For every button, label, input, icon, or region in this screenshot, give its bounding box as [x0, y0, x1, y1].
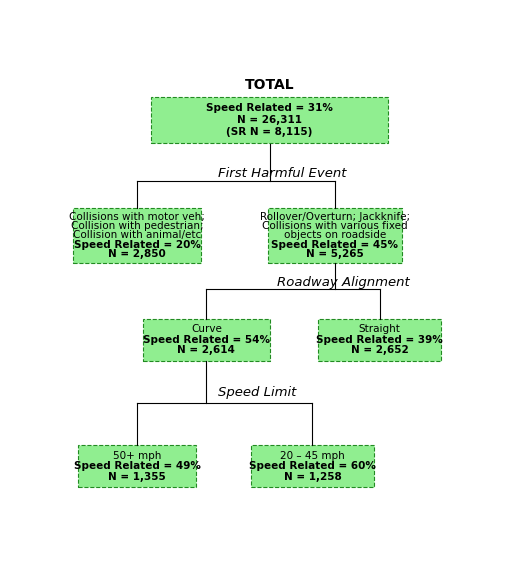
Text: N = 26,311: N = 26,311 — [237, 115, 302, 125]
Text: 20 – 45 mph: 20 – 45 mph — [280, 450, 345, 461]
Text: N = 2,850: N = 2,850 — [108, 249, 166, 259]
Text: Collisions with various fixed: Collisions with various fixed — [262, 221, 408, 231]
Text: Curve: Curve — [191, 324, 222, 334]
FancyBboxPatch shape — [143, 319, 270, 361]
Text: TOTAL: TOTAL — [245, 78, 295, 92]
Text: Speed Related = 45%: Speed Related = 45% — [271, 240, 398, 249]
FancyBboxPatch shape — [251, 445, 373, 487]
Text: First Harmful Event: First Harmful Event — [218, 167, 346, 180]
Text: N = 1,258: N = 1,258 — [284, 472, 341, 482]
Text: Collision with animal/etc: Collision with animal/etc — [73, 230, 201, 240]
Text: Speed Related = 20%: Speed Related = 20% — [74, 240, 200, 249]
Text: Straight: Straight — [359, 324, 401, 334]
Text: N = 5,265: N = 5,265 — [306, 249, 363, 259]
Text: N = 1,355: N = 1,355 — [108, 472, 166, 482]
Text: Collisions with motor veh;: Collisions with motor veh; — [69, 212, 205, 222]
Text: Speed Limit: Speed Limit — [218, 385, 297, 399]
Text: 50+ mph: 50+ mph — [113, 450, 161, 461]
Text: N = 2,614: N = 2,614 — [177, 345, 235, 355]
FancyBboxPatch shape — [151, 97, 388, 143]
FancyBboxPatch shape — [268, 208, 402, 263]
Text: (SR N = 8,115): (SR N = 8,115) — [226, 127, 313, 137]
Text: Speed Related = 54%: Speed Related = 54% — [143, 335, 270, 344]
Text: N = 2,652: N = 2,652 — [351, 345, 409, 355]
Text: Speed Related = 39%: Speed Related = 39% — [316, 335, 443, 344]
Text: Speed Related = 49%: Speed Related = 49% — [74, 461, 200, 471]
Text: Collision with pedestrian;: Collision with pedestrian; — [71, 221, 204, 231]
Text: Rollover/Overturn; Jackknife;: Rollover/Overturn; Jackknife; — [260, 212, 410, 222]
Text: Speed Related = 31%: Speed Related = 31% — [206, 104, 333, 113]
Text: objects on roadside: objects on roadside — [284, 230, 386, 240]
Text: Speed Related = 60%: Speed Related = 60% — [249, 461, 376, 471]
FancyBboxPatch shape — [73, 208, 201, 263]
FancyBboxPatch shape — [319, 319, 441, 361]
FancyBboxPatch shape — [78, 445, 196, 487]
Text: Roadway Alignment: Roadway Alignment — [277, 275, 409, 289]
